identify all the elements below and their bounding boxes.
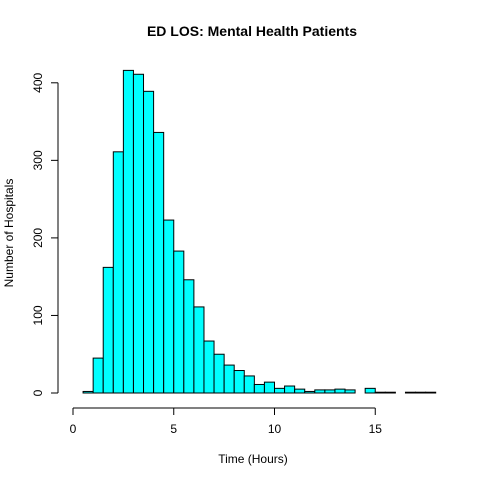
histogram-bar (404, 391, 417, 394)
histogram-bar (112, 151, 124, 394)
histogram-bar (163, 219, 175, 394)
histogram-bar (233, 370, 245, 394)
histogram-bar (284, 385, 296, 394)
histogram-bar (425, 391, 437, 394)
x-tick-label: 5 (170, 422, 177, 436)
bars-group (82, 69, 437, 394)
histogram-bar (374, 391, 386, 394)
histogram-bar (203, 340, 215, 394)
histogram-bar (92, 357, 104, 394)
y-axis: 0 100 200 300 400 (31, 72, 59, 396)
histogram-bar (324, 389, 336, 394)
histogram-bar (384, 391, 396, 394)
histogram-bar (143, 90, 155, 394)
histogram-bar (122, 69, 134, 394)
histogram-bar (102, 266, 114, 394)
y-tick-label: 400 (31, 72, 45, 92)
histogram-bar (132, 73, 145, 394)
x-axis: 0 5 10 15 (70, 407, 383, 436)
y-tick-label: 200 (31, 228, 45, 248)
y-tick-label: 0 (31, 389, 45, 396)
histogram-bar (243, 375, 255, 394)
histogram-bar (82, 390, 94, 394)
y-axis-title: Number of Hospitals (2, 179, 16, 288)
y-tick-label: 300 (31, 150, 45, 170)
histogram-bar (173, 250, 185, 394)
histogram-bar (344, 389, 356, 394)
x-axis-title: Time (Hours) (218, 452, 288, 466)
x-tick-label: 0 (70, 422, 77, 436)
histogram-bar (294, 388, 306, 394)
histogram-bar (274, 387, 286, 394)
histogram-bar (415, 391, 427, 394)
histogram-bar (304, 390, 316, 394)
chart-title: ED LOS: Mental Health Patients (147, 23, 357, 39)
x-tick-label: 15 (369, 422, 383, 436)
histogram-bar (334, 388, 346, 394)
histogram-bar (193, 306, 205, 394)
histogram-bar (364, 387, 376, 394)
histogram-bar (263, 381, 276, 394)
y-tick-label: 100 (31, 305, 45, 325)
histogram-bar (213, 353, 225, 394)
histogram-bar (153, 131, 165, 394)
histogram-bar (183, 279, 195, 394)
histogram-bar (314, 389, 326, 394)
x-tick-label: 10 (268, 422, 282, 436)
histogram-bar (223, 364, 235, 394)
histogram-bar (253, 383, 265, 394)
